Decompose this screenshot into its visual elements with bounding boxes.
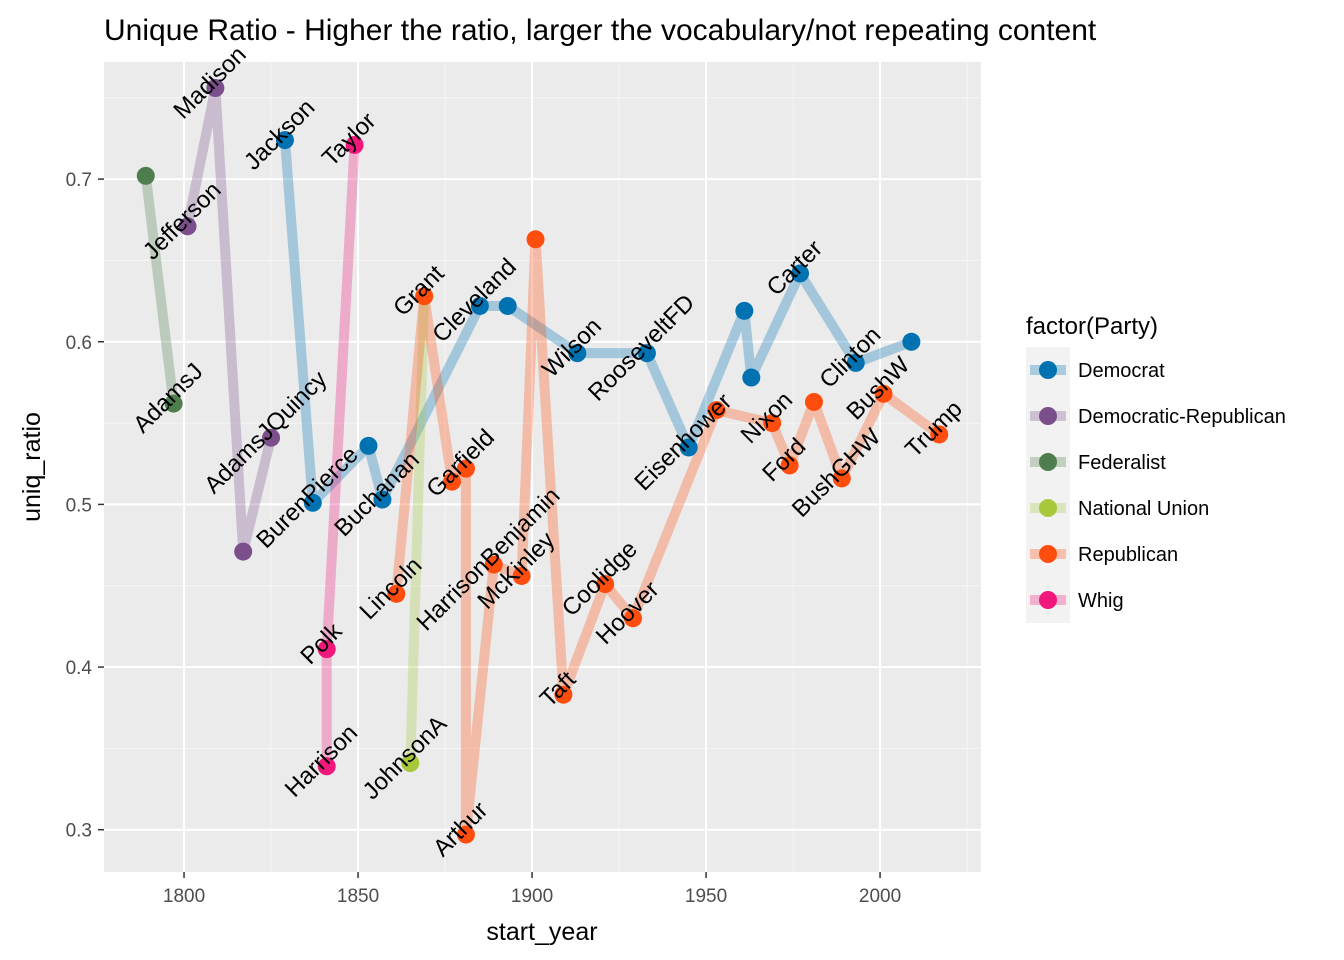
series-line-democratic-republican [182,83,276,557]
data-point-whig [317,757,336,776]
data-point-republican [596,575,615,594]
data-points [136,79,949,844]
data-point-democrat [735,301,754,320]
legend-title: factor(Party) [1026,313,1158,340]
data-point-federalist [164,394,183,413]
legend-entry: Democrat [1078,360,1165,382]
y-tick-label: 0.3 [66,821,92,842]
data-point-federalist [136,166,155,185]
data-point-republican [484,555,503,574]
data-point-whig [345,135,364,154]
data-point-republican [443,472,462,491]
data-point-republican [780,456,799,475]
data-point-democrat [679,438,698,457]
x-tick-label: 2000 [859,886,901,907]
data-point-republican [707,401,726,420]
data-point-republican [456,825,475,844]
data-point-democrat [303,493,322,512]
legend-key-point [1039,407,1057,425]
data-point-whig [317,640,336,659]
grid [104,62,981,872]
data-point-democrat [846,353,865,372]
legend-entry: National Union [1078,498,1209,520]
y-tick-label: 0.5 [66,495,92,516]
y-tick-label: 0.6 [66,333,92,354]
data-point-republican [804,392,823,411]
plot-panel [104,62,981,872]
data-point-democratic-republican [262,428,281,447]
data-point-democrat [373,490,392,509]
legend: factor(Party) Democrat Democratic-Republi… [1026,313,1286,623]
data-point-democrat [498,296,517,315]
data-point-democrat [637,344,656,363]
legend-key-point [1039,453,1057,471]
data-point-republican [874,384,893,403]
series-line-democrat [280,139,914,508]
data-point-republican [526,230,545,249]
data-point-democrat [742,368,761,387]
data-point-republican [415,287,434,306]
series-line-federalist [140,175,179,405]
data-point-republican [456,459,475,478]
data-point-democratic-republican [234,542,253,561]
data-point-democrat [902,332,921,351]
legend-entry: Federalist [1078,452,1166,474]
legend-key-point [1039,591,1057,609]
data-point-republican [763,414,782,433]
legend-key-point [1039,361,1057,379]
legend-key-point [1039,499,1057,517]
data-point-democrat [359,436,378,455]
legend-entry: Whig [1078,590,1124,612]
data-point-national-union [401,754,420,773]
axis-ticks: 1800 1850 1900 1950 2000 0.3 0.4 0.5 0.6 0.7 [66,170,902,907]
data-point-democrat [568,344,587,363]
data-point-democrat [275,131,294,150]
series-line-national-union [405,296,430,764]
legend-entry: Democratic-Republican [1078,406,1286,428]
data-point-democratic-republican [206,79,225,98]
legend-entry: Republican [1078,544,1178,566]
data-point-republican [832,469,851,488]
data-point-republican [623,609,642,628]
y-axis-title: uniq_ratio [18,412,46,522]
y-tick-label: 0.4 [66,658,93,679]
data-point-democratic-republican [178,217,197,236]
x-tick-label: 1950 [685,886,727,907]
x-axis-title: start_year [486,918,597,946]
data-point-republican [512,566,531,585]
data-point-republican [930,425,949,444]
x-tick-label: 1900 [511,886,553,907]
y-tick-label: 0.7 [66,170,92,191]
data-point-democrat [470,296,489,315]
data-point-democrat [791,264,810,283]
x-tick-label: 1800 [163,886,205,907]
data-point-republican [554,685,573,704]
x-tick-label: 1850 [337,886,379,907]
legend-key-point [1039,545,1057,563]
chart-title: Unique Ratio - Higher the ratio, larger … [104,14,1097,47]
data-point-republican [387,584,406,603]
